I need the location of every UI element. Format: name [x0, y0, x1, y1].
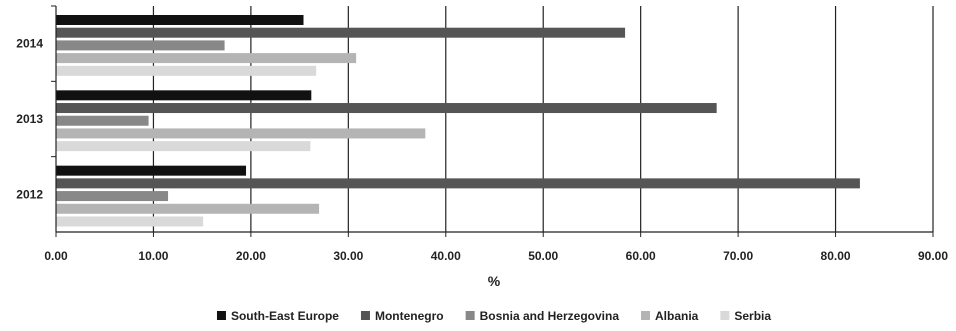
legend: South-East Europe Montenegro Bosnia and He… — [216, 309, 771, 323]
bar — [56, 65, 317, 76]
x-axis-title: % — [488, 273, 501, 289]
bar — [56, 128, 426, 139]
x-tick-label: 90.00 — [918, 249, 948, 263]
category-label: 2012 — [16, 187, 43, 201]
legend-label: South-East Europe — [231, 309, 339, 323]
x-tick-label: 40.00 — [431, 249, 461, 263]
legend-swatch — [641, 311, 651, 320]
legend-swatch — [216, 311, 226, 320]
bar — [56, 141, 311, 152]
x-tick-label: 0.00 — [44, 249, 68, 263]
bar — [56, 53, 357, 64]
legend-label: Serbia — [734, 309, 771, 323]
legend-swatch — [465, 311, 475, 320]
bar — [56, 178, 860, 189]
bar — [56, 203, 320, 214]
bar — [56, 191, 169, 202]
category-label: 2013 — [16, 112, 43, 126]
bar — [56, 40, 225, 51]
legend-label: Bosnia and Herzegovina — [480, 309, 620, 323]
x-tick-label: 30.00 — [333, 249, 363, 263]
bar — [56, 15, 304, 25]
gridlines — [152, 6, 934, 232]
axes — [51, 5, 934, 237]
bars — [56, 15, 860, 227]
x-tick-label: 10.00 — [138, 249, 168, 263]
category-labels: 2014 2013 2012 — [16, 37, 43, 202]
x-tick-label: 80.00 — [821, 249, 851, 263]
x-tick-label: 60.00 — [626, 249, 656, 263]
x-tick-label: 50.00 — [528, 249, 558, 263]
x-tick-label: 20.00 — [236, 249, 266, 263]
bar — [56, 90, 312, 101]
category-label: 2014 — [16, 37, 43, 51]
x-tick-label: 70.00 — [723, 249, 753, 263]
bar — [56, 216, 204, 227]
x-tick-labels: 0.00 10.00 20.00 30.00 40.00 50.00 60.00 70.00 8… — [44, 249, 948, 263]
legend-swatch — [360, 311, 370, 320]
legend-swatch — [720, 311, 730, 320]
bar — [56, 103, 717, 114]
legend-label: Albania — [655, 309, 699, 323]
bar — [56, 27, 626, 38]
legend-label: Montenegro — [375, 309, 444, 323]
bar — [56, 115, 149, 126]
bar — [56, 165, 247, 176]
